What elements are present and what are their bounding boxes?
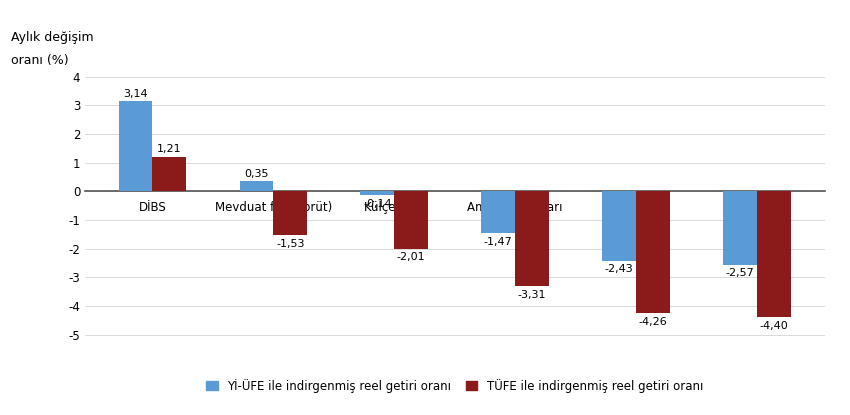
Bar <box>723 191 757 265</box>
Bar <box>603 191 636 261</box>
Legend: Yİ-ÜFE ile indirgenmiş reel getiri oranı, TÜFE ile indirgenmiş reel getiri oranı: Yİ-ÜFE ile indirgenmiş reel getiri oranı… <box>201 374 708 398</box>
Bar <box>481 191 515 234</box>
Text: oranı (%): oranı (%) <box>11 54 69 67</box>
Text: 1,21: 1,21 <box>157 144 182 154</box>
Bar <box>152 157 186 191</box>
Text: -4,40: -4,40 <box>760 321 788 331</box>
Bar <box>360 191 394 195</box>
Bar <box>240 181 274 191</box>
Text: -0,14: -0,14 <box>363 199 392 209</box>
Bar <box>119 102 152 191</box>
Text: Aylık değişim: Aylık değişim <box>11 31 94 44</box>
Text: 3,14: 3,14 <box>123 89 148 99</box>
Text: -1,53: -1,53 <box>276 239 304 249</box>
Text: -2,01: -2,01 <box>397 252 426 262</box>
Bar <box>757 191 790 317</box>
Text: -2,43: -2,43 <box>605 264 633 274</box>
Text: -1,47: -1,47 <box>484 237 513 247</box>
Bar <box>515 191 549 286</box>
Bar <box>636 191 670 313</box>
Bar <box>274 191 307 235</box>
Text: -3,31: -3,31 <box>518 290 547 300</box>
Text: -4,26: -4,26 <box>638 317 667 327</box>
Text: 0,35: 0,35 <box>244 168 269 178</box>
Bar <box>394 191 428 249</box>
Text: -2,57: -2,57 <box>726 269 755 278</box>
